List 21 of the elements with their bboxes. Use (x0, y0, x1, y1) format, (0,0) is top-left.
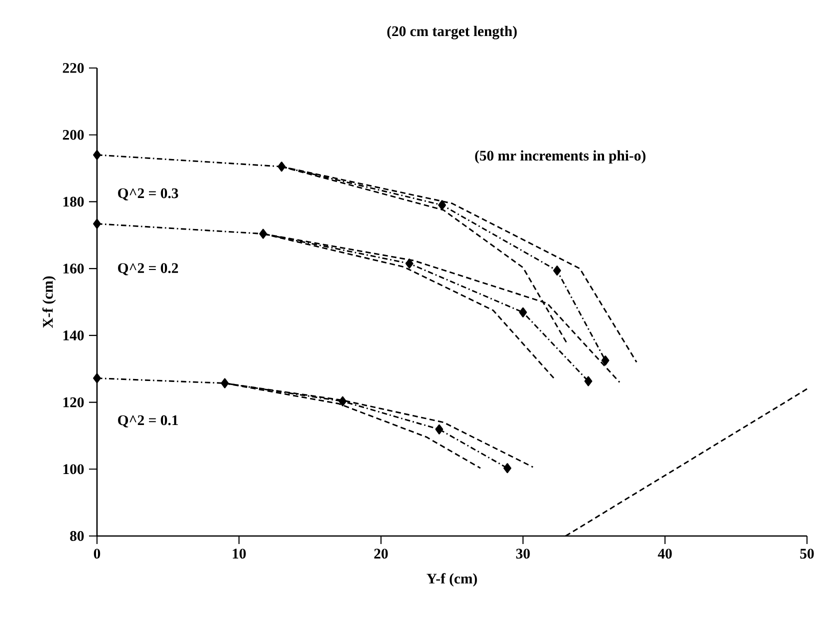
annotation: Q^2 = 0.2 (118, 263, 178, 276)
x-tick-label: 20 (374, 548, 388, 559)
y-tick-label: 100 (63, 464, 84, 474)
y-tick-label: 160 (63, 264, 84, 274)
annotation: Q^2 = 0.1 (118, 415, 178, 428)
y-tick-label: 180 (63, 196, 84, 207)
y-tick-label: 120 (63, 397, 84, 408)
x-axis-title: Y-f (cm) (426, 573, 477, 587)
y-axis-title: X-f (cm) (42, 276, 56, 328)
y-tick-label: 220 (62, 63, 84, 73)
annotation: (50 mr increments in phi-o) (475, 150, 646, 164)
x-tick-label: 30 (516, 548, 530, 559)
y-tick-label: 140 (63, 330, 84, 340)
chart-title: (20 cm target length) (387, 26, 517, 40)
x-tick-label: 50 (800, 548, 814, 559)
y-tick-label: 200 (62, 130, 84, 140)
y-tick-label: 80 (70, 531, 84, 541)
annotation: Q^2 = 0.3 (118, 188, 178, 200)
x-tick-label: 10 (232, 548, 246, 559)
x-tick-label: 40 (658, 548, 672, 559)
x-tick-label: 0 (94, 548, 100, 559)
